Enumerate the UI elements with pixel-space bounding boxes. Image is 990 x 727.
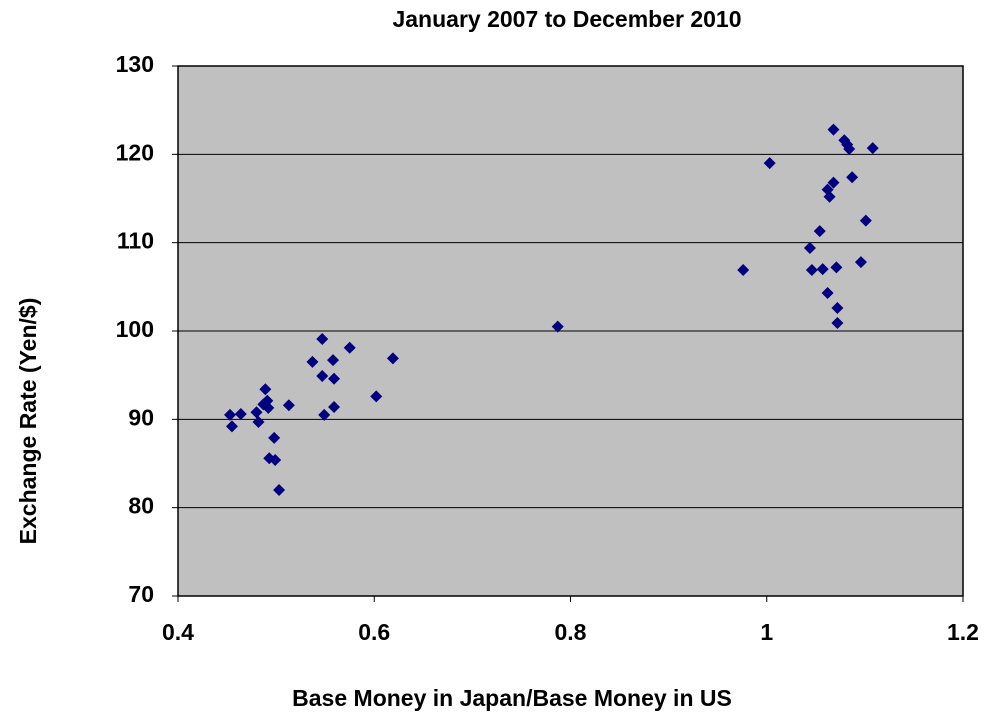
- point: [827, 123, 840, 136]
- point: [737, 264, 750, 277]
- point: [316, 370, 329, 383]
- x-tick-label: 1.2: [947, 619, 979, 645]
- point: [763, 157, 776, 170]
- point: [250, 406, 263, 419]
- point: [831, 302, 844, 315]
- point: [268, 431, 281, 444]
- point: [316, 332, 329, 345]
- y-axis-label: Exchange Rate (Yen/$): [15, 298, 41, 545]
- x-tick-label: 1: [760, 619, 773, 645]
- point: [282, 399, 295, 412]
- point: [261, 394, 274, 407]
- y-tick-label: 130: [116, 51, 154, 77]
- y-tick-label: 120: [116, 139, 154, 165]
- plot-border: [177, 65, 964, 597]
- point: [551, 320, 564, 333]
- point: [224, 408, 237, 421]
- y-tick-label: 100: [116, 316, 154, 342]
- x-tick-label: 0.4: [162, 619, 194, 645]
- y-tick-label: 110: [117, 228, 154, 254]
- point: [816, 263, 829, 276]
- point: [225, 420, 238, 433]
- point: [827, 176, 840, 189]
- point: [262, 401, 275, 414]
- point: [318, 408, 331, 421]
- point: [370, 390, 383, 403]
- y-tick-label: 90: [128, 404, 154, 430]
- x-tick-label: 0.8: [555, 619, 587, 645]
- point: [805, 264, 818, 277]
- point: [846, 171, 859, 184]
- y-tick-label: 70: [128, 581, 154, 607]
- point: [813, 225, 826, 238]
- point: [830, 261, 843, 274]
- x-tick-label: 0.6: [358, 619, 390, 645]
- point: [328, 400, 341, 413]
- point: [386, 352, 399, 365]
- point: [343, 341, 356, 354]
- point: [273, 484, 286, 496]
- point: [803, 241, 816, 254]
- chart-title: January 2007 to December 2010: [392, 6, 741, 32]
- point: [821, 287, 834, 300]
- point: [252, 415, 265, 428]
- point: [306, 355, 319, 368]
- point: [269, 453, 282, 466]
- point: [259, 383, 272, 396]
- point: [823, 190, 836, 203]
- point: [327, 354, 340, 367]
- point: [843, 143, 856, 156]
- point: [328, 372, 341, 385]
- x-axis-label: Base Money in Japan/Base Money in US: [292, 685, 732, 711]
- point: [234, 408, 247, 421]
- y-tick-label: 80: [128, 493, 154, 519]
- point: [854, 256, 867, 269]
- point: [866, 142, 879, 155]
- point: [831, 317, 844, 330]
- point: [859, 214, 872, 227]
